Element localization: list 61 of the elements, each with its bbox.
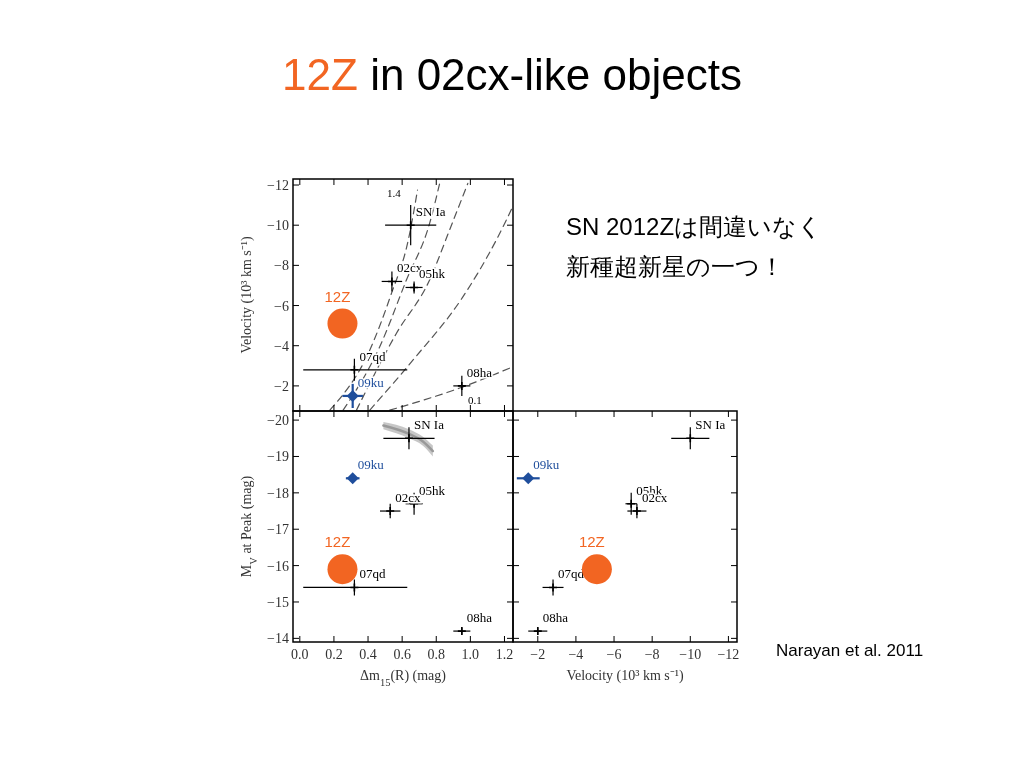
y-tick-label: −10 [267,218,289,234]
x-tick-label: 0.8 [427,647,446,662]
point [346,389,359,402]
series-label: 12Z [324,533,351,551]
x-tick-label: −12 [717,647,740,662]
point [327,308,358,339]
point [685,433,696,444]
y-tick-label: −18 [267,485,289,501]
y-tick-label: −19 [267,449,289,465]
series-label: 12Z [324,287,351,305]
x-tick-label: −10 [679,647,702,662]
y-tick-label: −14 [267,631,289,647]
y-tick-label: −8 [274,258,289,274]
series-label: 07qd [558,566,585,582]
x-axis-title: Velocity (10³ km s⁻¹) [566,668,684,684]
point [385,506,396,516]
x-tick-label: 0.4 [359,647,377,662]
annotation: 1.4 [387,187,402,199]
text: SN 2012Zは間違いなく [566,213,823,240]
y-tick-label: −20 [267,413,289,429]
series-label: SN Ia [415,204,446,220]
x-tick-label: 0.6 [393,647,411,662]
point [404,433,414,444]
annotation: 0.1 [468,394,482,406]
text: Narayan et al. 2011 [776,641,924,660]
y-axis-title: Velocity (10³ km s⁻¹) [239,236,255,354]
line-series [355,182,469,411]
series-label: 12Z [578,533,605,551]
x-tick-label: −4 [568,647,584,662]
point [346,472,359,485]
legend-label: SN Ia [695,417,726,433]
series-label: 09ku [533,457,560,473]
x-tick-label: 0.0 [291,647,309,662]
x-axis-title: Δm$_{15}$(R) (mag) [360,668,447,688]
point [457,626,467,636]
x-tick-label: 0.2 [325,647,343,662]
series-label: 07qd [359,566,386,582]
point [522,472,535,485]
series-label: 08ha [466,610,493,626]
x-tick-label: −6 [606,647,622,662]
y-tick-label: −17 [267,522,289,538]
y-tick-label: −6 [274,298,289,314]
point [327,554,358,585]
x-tick-label: 1.2 [495,647,514,662]
series-label: 08ha [542,610,569,626]
y-tick-label: −4 [274,338,289,354]
series-label: 08ha [466,364,493,380]
point [457,381,467,391]
x-tick-label: 1.0 [461,647,480,662]
series-label: 09ku [357,457,385,473]
y-tick-label: −12 [267,178,289,194]
x-tick-label: −2 [530,647,546,662]
y-tick-label: −2 [274,378,289,394]
chart-title: 12Z in 02cx-like objects [282,50,742,99]
text: 新種超新星の一つ！ [566,253,784,280]
series-label: 05hk [419,482,446,498]
legend-label: SN Ia [413,417,445,433]
series-label: 09ku [357,374,385,390]
y-tick-label: −15 [267,594,289,610]
x-tick-label: −8 [644,647,660,662]
y-tick-label: −16 [267,558,289,574]
